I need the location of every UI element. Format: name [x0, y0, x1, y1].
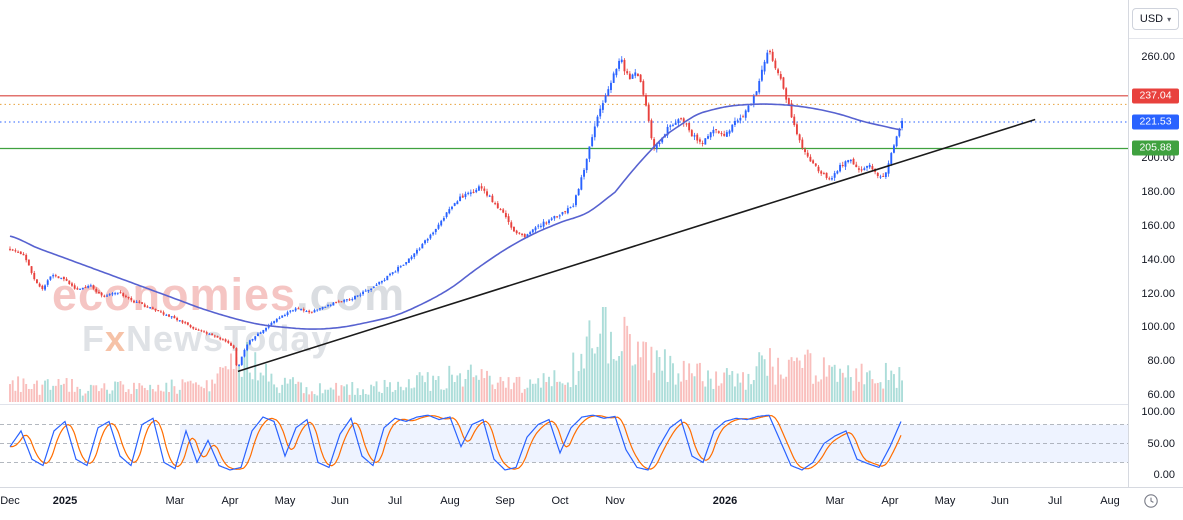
clock-icon[interactable] [1143, 493, 1159, 514]
time-tick: Dec [0, 495, 20, 507]
price-tick: 100.00 [1141, 321, 1175, 334]
time-tick: Aug [1100, 495, 1120, 507]
time-tick: Nov [605, 495, 625, 507]
time-tick: May [934, 495, 956, 507]
price-tick: 80.00 [1147, 355, 1175, 368]
time-tick: Aug [440, 495, 460, 507]
time-tick: 2026 [712, 495, 738, 507]
ma-line [9, 103, 902, 330]
stochastic-pane [0, 414, 1128, 471]
price-tick: 60.00 [1147, 389, 1175, 401]
watermark-tagline: FxNewsToday [82, 317, 405, 359]
chevron-down-icon: ▾ [1167, 15, 1172, 24]
price-tick: 180.00 [1141, 186, 1175, 199]
price-badge-resistance: 237.04 [1132, 88, 1179, 104]
watermark-brand-line: economies.com [52, 272, 405, 318]
price-axis[interactable]: USD ▾ 260.00 200.00 180.00 160.00 140.00 120.… [1128, 0, 1183, 487]
price-tick: 140.00 [1141, 253, 1175, 266]
volume-layer [9, 307, 903, 402]
price-tick: 160.00 [1141, 220, 1175, 232]
time-tick: Oct [551, 495, 569, 507]
time-tick: Sep [495, 495, 515, 507]
price-badge-support: 205.88 [1132, 140, 1179, 156]
time-tick: Jul [1047, 495, 1063, 507]
watermark: economies.com FxNewsToday [52, 272, 405, 358]
candles-layer [9, 48, 903, 367]
price-tick: 120.00 [1141, 287, 1175, 300]
time-tick: Apr [881, 495, 899, 507]
oscillator-tick: 50.00 [1147, 437, 1175, 450]
watermark-brand-suffix: .com [296, 269, 406, 320]
price-tick: 260.00 [1141, 51, 1175, 63]
time-axis[interactable]: Dec 2025 Mar Apr May Jun Jul Aug Sep Oct Nov 2026 Ma… [0, 487, 1183, 520]
currency-label: USD [1139, 13, 1164, 25]
price-axis-header: USD ▾ [1129, 0, 1183, 39]
price-badge-last-price: 221.53 [1132, 114, 1179, 130]
currency-selector-button[interactable]: USD ▾ [1132, 8, 1179, 30]
time-tick: Jul [387, 495, 403, 507]
stoch-d-line [10, 414, 902, 470]
time-tick: Mar [165, 495, 185, 507]
time-tick: 2025 [52, 495, 78, 507]
time-tick: Apr [221, 495, 239, 507]
oscillator-tick: 0.00 [1153, 469, 1175, 481]
watermark-brand: economies [52, 269, 297, 320]
time-tick: May [274, 495, 296, 507]
time-tick: Mar [825, 495, 845, 507]
stoch-k-line [9, 414, 902, 471]
time-tick: Jun [991, 495, 1009, 507]
oscillator-tick: 100.00 [1141, 406, 1175, 418]
watermark-tagline-rest: NewsToday [126, 317, 333, 359]
level-lines[interactable] [0, 95, 1128, 150]
time-tick: Jun [331, 495, 349, 507]
watermark-tagline-prefix: F [82, 317, 105, 359]
trendline[interactable] [237, 118, 1036, 373]
watermark-tagline-x: x [105, 317, 127, 359]
